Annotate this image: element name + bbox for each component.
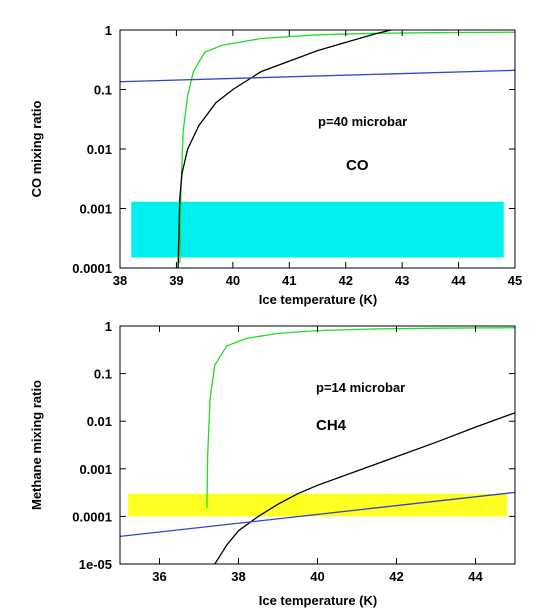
- y-tick-label: 0.001: [79, 202, 112, 217]
- y-tick-label: 1e-05: [79, 557, 112, 572]
- x-tick-label: 43: [395, 273, 409, 288]
- x-tick-label: 42: [389, 569, 403, 584]
- y-tick-label: 0.01: [87, 414, 112, 429]
- x-tick-label: 36: [152, 569, 166, 584]
- annotation-pressure-co: p=40 microbar: [318, 114, 407, 129]
- series-blue-line-1: [120, 491, 515, 538]
- series-green-curve-1: [206, 327, 515, 509]
- y-axis-label-co: CO mixing ratio: [29, 101, 44, 198]
- series-black-curve-0: [177, 30, 392, 268]
- series-green-curve-0: [179, 31, 515, 264]
- annotation-pressure-ch4: p=14 microbar: [316, 380, 405, 395]
- series-black-curve-1: [214, 412, 515, 564]
- x-tick-label: 45: [508, 273, 522, 288]
- y-tick-label: 0.001: [79, 462, 112, 477]
- x-tick-label: 44: [468, 569, 483, 584]
- x-tick-label: 38: [231, 569, 245, 584]
- y-tick-label: 1: [105, 319, 112, 334]
- band-co: [131, 201, 504, 258]
- series-blue-line-0: [120, 69, 515, 83]
- band-ch4: [127, 493, 508, 517]
- x-tick-label: 39: [169, 273, 183, 288]
- x-tick-label: 42: [338, 273, 352, 288]
- y-tick-label: 0.1: [94, 83, 112, 98]
- plot-frame-ch4: [119, 325, 516, 565]
- chart-panel-ch4: 36 38 40 42 44 1e-05 0.0001 0.001 0.01 0.1 1 p=14 …: [29, 319, 516, 608]
- y-tick-label: 1: [105, 23, 112, 38]
- y-tick-label: 0.01: [87, 142, 112, 157]
- y-tick-label: 0.0001: [72, 261, 112, 276]
- x-axis-label-co: Ice temperature (K): [259, 292, 377, 307]
- x-tick-label: 38: [113, 273, 127, 288]
- x-tick-label: 44: [451, 273, 466, 288]
- x-tick-label: 40: [310, 569, 324, 584]
- y-axis-label-ch4: Methane mixing ratio: [29, 380, 44, 510]
- y-tick-label: 0.0001: [72, 509, 112, 524]
- x-axis-label-ch4: Ice temperature (K): [259, 593, 377, 608]
- x-tick-label: 41: [282, 273, 296, 288]
- x-tick-label: 40: [226, 273, 240, 288]
- y-tick-label: 0.1: [94, 367, 112, 382]
- annotation-species-co: CO: [346, 157, 369, 174]
- chart-panel-co: 38 39 40 41 42 43 44 45 0.0001 0.001 0.01 0.1 1 p=40…: [29, 23, 522, 307]
- annotation-species-ch4: CH4: [316, 417, 347, 434]
